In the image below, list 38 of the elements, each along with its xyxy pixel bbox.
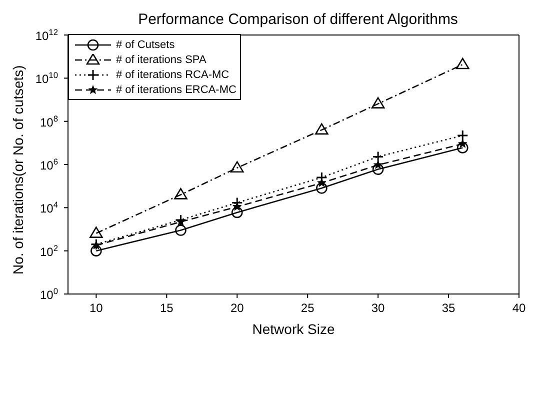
point [174,188,188,200]
y-tick-label: 10$^{8}$ [40,113,58,130]
point [90,245,102,256]
point [371,97,385,108]
point [231,206,243,218]
y-tick-label: 10$^{12}$ [35,27,58,43]
x-tick-label: 40 [512,301,526,315]
point [372,164,384,175]
legend-label: # of iterations SPA [116,54,206,66]
chart-title: Performance Comparison of different Algorithms [138,11,458,28]
legend-label: # of Cutsets [116,38,175,50]
x-tick-label: 15 [160,301,174,315]
y-tick-label: 10$^{10}$ [35,70,58,86]
point [230,161,244,172]
point [456,130,468,142]
point [456,142,468,154]
y-tick-label: 10$^{2}$ [40,242,58,259]
point [317,178,326,187]
x-tick-label: 20 [230,301,244,315]
x-tick-label: 10 [90,301,104,315]
x-axis-title: Network Size [252,321,335,337]
x-tick-label: 35 [442,301,456,315]
point [458,139,468,148]
legend-label: # of iterations RCA-MC [116,68,230,80]
point [316,182,328,194]
point [175,224,186,236]
x-tick-label: 25 [300,301,315,315]
y-tick-label: 10$^{6}$ [40,156,58,172]
point [372,150,384,162]
point [456,58,470,70]
y-tick-label: 10$^{0}$ [40,286,58,302]
y-axis-title: No. of iterations(or No. of cutsets) [10,65,26,274]
legend-label: # of iterations ERCA-MC [116,84,236,96]
point [315,123,328,135]
y-tick-label: 10$^{4}$ [40,200,58,216]
point [90,226,103,238]
x-tick-label: 30 [371,301,386,315]
point [374,160,383,169]
